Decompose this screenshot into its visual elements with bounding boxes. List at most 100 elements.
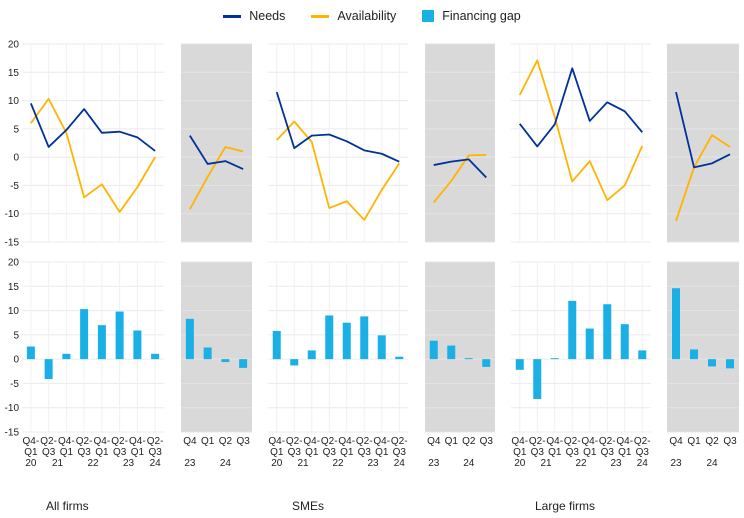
y-tick-label-top: 5	[13, 124, 19, 135]
y-tick-label-bottom: 20	[8, 258, 20, 269]
x-tick-label: Q1	[513, 447, 527, 458]
x-year-label: 20	[25, 458, 37, 469]
x-tick-label: Q3	[566, 447, 580, 458]
x-tick-label: Q2-	[564, 436, 581, 447]
panel-2-needs-line	[275, 91, 400, 163]
legend-label-financing-gap: Financing gap	[442, 9, 521, 23]
panel-5-lines-background	[667, 44, 739, 242]
x-year-label: 24	[220, 458, 232, 469]
x-year-label: 23	[610, 458, 622, 469]
panel-2-gap-bar-7	[395, 356, 404, 360]
panel-5-gap-bar-3	[726, 359, 734, 369]
legend-item-needs: Needs	[223, 9, 285, 23]
panel-3-gap-bar-3	[482, 359, 491, 367]
x-tick-label: Q3	[236, 436, 250, 447]
panel-0-gap-bar-5	[115, 311, 124, 360]
x-tick-label: Q4	[183, 436, 197, 447]
panel-2-availability-line	[276, 120, 401, 221]
x-tick-label: Q4	[427, 436, 441, 447]
panel-4-bars-background	[511, 262, 651, 432]
x-year-label: 22	[87, 458, 99, 469]
x-tick-label: Q4-	[616, 436, 633, 447]
x-tick-label: Q2	[462, 436, 476, 447]
x-tick-label: Q4-	[268, 436, 285, 447]
y-tick-label-top: 0	[13, 153, 19, 164]
x-tick-label: Q3	[323, 447, 337, 458]
panel-4-gap-bar-4	[585, 328, 594, 360]
panel-2-gap-bar-3	[325, 315, 334, 360]
x-tick-label: Q3	[77, 447, 91, 458]
panel-5-gap-bar-1	[690, 349, 698, 360]
panel-4-lines-background	[511, 44, 651, 242]
panel-0-availability-line	[30, 97, 156, 213]
x-tick-label: Q2-	[529, 436, 546, 447]
x-tick-label: Q3	[480, 436, 494, 447]
legend-swatch-availability	[311, 14, 330, 18]
panel-1-lines-background	[181, 44, 252, 242]
panel-0-gap-bar-1	[44, 359, 53, 380]
panel-2-gap-bar-1	[290, 359, 299, 366]
panel-1-needs-line	[189, 135, 244, 170]
x-year-label: 23	[670, 458, 682, 469]
x-year-label: 23	[123, 458, 135, 469]
panel-3-gap-bar-1	[447, 345, 456, 360]
x-year-label: 24	[394, 458, 406, 469]
x-tick-label: Q2-	[599, 436, 616, 447]
panel-1-gap-bar-2	[221, 359, 230, 363]
x-year-label: 24	[150, 458, 162, 469]
panel-0-gap-bar-6	[133, 330, 142, 360]
panel-0-gap-bar-7	[151, 353, 160, 360]
y-tick-label-bottom: 5	[13, 330, 19, 341]
panel-4-gap-bar-5	[603, 304, 612, 360]
x-tick-label: Q1	[340, 447, 354, 458]
panel-4-gap-bar-2	[550, 358, 559, 360]
x-tick-label: Q2-	[111, 436, 128, 447]
group-label-all-firms: All firms	[46, 499, 89, 513]
panel-1-gap-bar-3	[239, 359, 248, 368]
x-tick-label: Q3	[636, 447, 650, 458]
x-tick-label: Q4-	[511, 436, 528, 447]
x-tick-label: Q2	[705, 436, 719, 447]
x-tick-label: Q3	[393, 447, 407, 458]
panel-4-availability-line	[518, 59, 644, 202]
panel-0-bars-background	[22, 262, 164, 432]
x-tick-label: Q1	[305, 447, 319, 458]
panel-3-lines-background	[425, 44, 495, 242]
panel-0-gap-bar-0	[26, 346, 35, 360]
y-tick-label-bottom: 0	[13, 355, 19, 366]
x-tick-label: Q1	[445, 436, 459, 447]
legend-item-availability: Availability	[311, 9, 396, 23]
y-tick-label-top: -5	[10, 181, 19, 192]
panel-4-gap-bar-0	[515, 359, 524, 370]
x-tick-label: Q4-	[338, 436, 355, 447]
panel-1-gap-bar-1	[203, 347, 212, 360]
x-tick-label: Q3	[531, 447, 545, 458]
x-tick-label: Q1	[687, 436, 701, 447]
panel-2-gap-bar-0	[272, 330, 281, 360]
legend: Needs Availability Financing gap	[0, 6, 744, 26]
x-tick-label: Q1	[131, 447, 145, 458]
group-label-large-firms: Large firms	[535, 499, 595, 513]
x-tick-label: Q2-	[391, 436, 408, 447]
panel-2-gap-bar-4	[342, 322, 351, 360]
x-year-label: 23	[184, 458, 196, 469]
legend-swatch-needs	[223, 14, 242, 18]
panel-0-gap-bar-3	[80, 309, 89, 360]
x-tick-label: Q1	[375, 447, 389, 458]
x-tick-label: Q2-	[356, 436, 373, 447]
y-tick-label-top: -10	[5, 209, 20, 220]
x-tick-label: Q4-	[373, 436, 390, 447]
panel-0-gap-bar-2	[62, 353, 71, 360]
legend-label-availability: Availability	[337, 9, 397, 23]
y-tick-label-bottom: -10	[5, 403, 20, 414]
panel-0-gap-bar-4	[97, 325, 106, 360]
x-tick-label: Q3	[288, 447, 302, 458]
x-tick-label: Q2-	[286, 436, 303, 447]
x-tick-label: Q2-	[321, 436, 338, 447]
panel-3-availability-line	[433, 153, 487, 203]
x-tick-label: Q1	[548, 447, 562, 458]
panel-2-gap-bar-2	[307, 350, 316, 360]
y-tick-label-bottom: -15	[5, 428, 20, 439]
panel-2-bars-background	[268, 262, 408, 432]
x-year-label: 24	[706, 458, 718, 469]
